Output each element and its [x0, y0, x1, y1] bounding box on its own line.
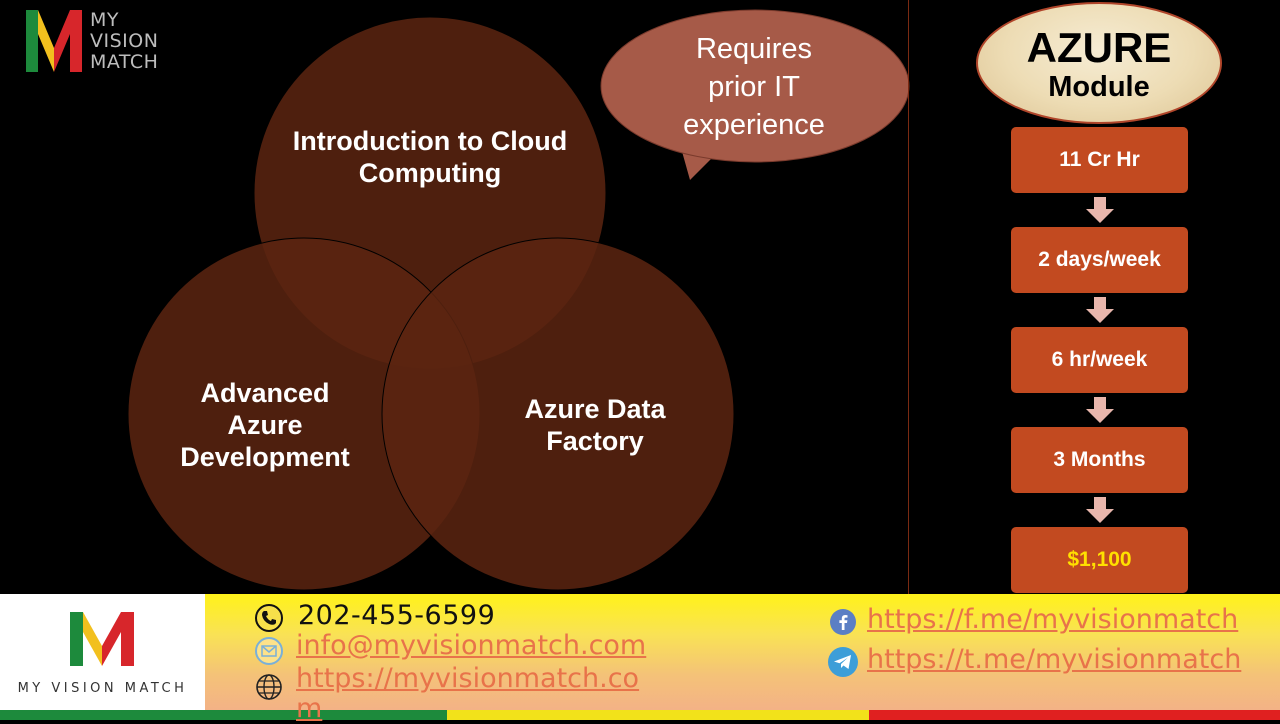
stripe-yellow: [447, 710, 869, 720]
phone-icon: [255, 604, 283, 632]
venn-label-advanced: Advanced Azure Development: [180, 378, 350, 472]
brand-logo-top: MY VISION MATCH: [24, 8, 164, 78]
speech-bubble: [600, 9, 910, 180]
website-line: https://myvisionmatch.co: [296, 663, 640, 694]
bubble-line: Requires: [695, 33, 813, 65]
brand-line: MY: [90, 9, 119, 31]
stripe-green: [0, 710, 447, 720]
down-arrow-icon: [1086, 297, 1114, 323]
down-arrow-icon: [1086, 497, 1114, 523]
website-line: m: [296, 693, 323, 724]
step-hours-per-week: 6 hr/week: [1011, 327, 1188, 393]
telegram-icon[interactable]: [827, 646, 859, 678]
bubble-line: prior IT: [708, 71, 800, 103]
azure-module-badge: AZURE Module: [976, 2, 1222, 124]
venn-circle-adf: [381, 237, 735, 591]
venn-diagram: [127, 9, 910, 591]
brand-name: MY VISION MATCH: [90, 10, 158, 73]
bubble-text: Requires prior IT experience: [638, 30, 870, 144]
m-logo-icon: [70, 612, 134, 666]
stripe-red: [869, 710, 1280, 720]
footer-logo: MY VISION MATCH: [0, 594, 205, 710]
down-arrow-icon: [1086, 397, 1114, 423]
telegram-link[interactable]: https://t.me/myvisionmatch: [867, 644, 1242, 675]
email-link[interactable]: info@myvisionmatch.com: [296, 630, 647, 661]
website-link[interactable]: https://myvisionmatch.co m: [296, 664, 639, 724]
facebook-icon[interactable]: [829, 608, 857, 636]
step-days-per-week: 2 days/week: [1011, 227, 1188, 293]
vertical-divider: [908, 0, 909, 620]
footer-wordmark: MY VISION MATCH: [17, 681, 188, 696]
globe-icon: [256, 674, 282, 700]
brand-line: VISION: [90, 30, 159, 52]
phone-number: 202-455-6599: [298, 600, 496, 631]
bubble-line: experience: [683, 109, 825, 141]
mail-icon: [255, 637, 283, 665]
brand-line: MATCH: [90, 51, 159, 73]
venn-label-cloud: Introduction to Cloud Computing: [292, 126, 568, 188]
step-price: $1,100: [1011, 527, 1188, 593]
module-title: AZURE: [1026, 24, 1172, 71]
contact-band: [205, 594, 1280, 710]
venn-label-adf: Azure Data Factory: [524, 394, 666, 456]
step-credit-hours: 11 Cr Hr: [1011, 127, 1188, 193]
step-duration: 3 Months: [1011, 427, 1188, 493]
m-logo-icon: [26, 10, 82, 72]
module-subtitle: Module: [1048, 71, 1150, 103]
facebook-link[interactable]: https://f.me/myvisionmatch: [867, 604, 1239, 635]
down-arrow-icon: [1086, 197, 1114, 223]
